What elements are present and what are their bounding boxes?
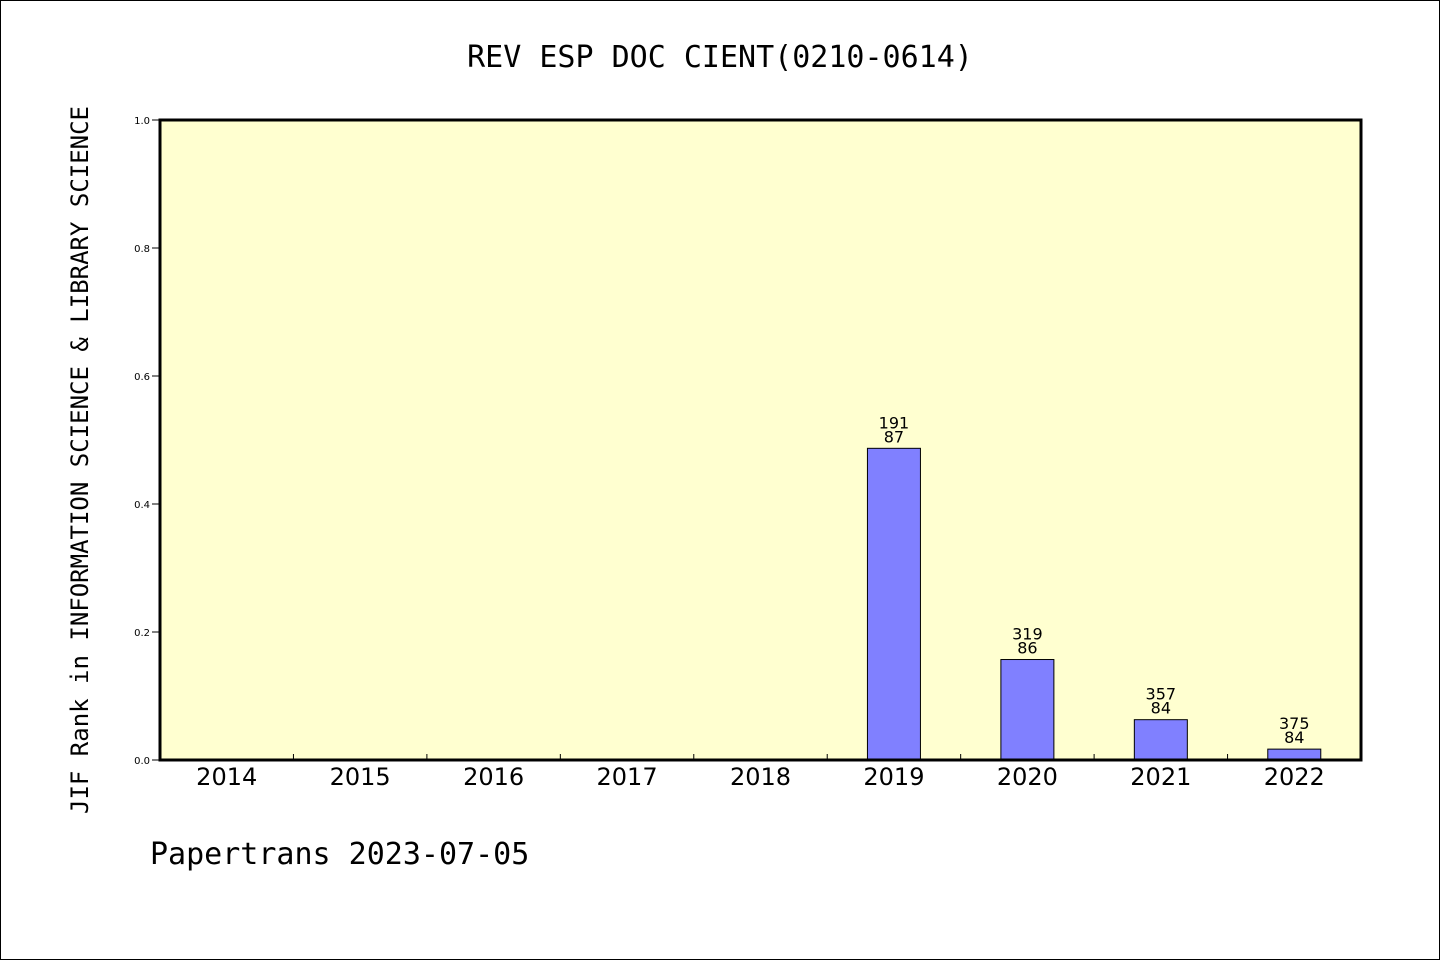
y-tick-label: 0.0 xyxy=(134,756,150,767)
x-tick-label: 2018 xyxy=(730,763,791,791)
plot-border xyxy=(158,118,1363,762)
bar-data-label: 86 xyxy=(1017,639,1037,658)
footer-stamp: Papertrans 2023-07-05 xyxy=(150,837,529,872)
bar-2019 xyxy=(866,447,921,761)
y-tick-label: 0.6 xyxy=(134,372,150,383)
x-tick-label: 2020 xyxy=(997,763,1058,791)
y-tick-label: 0.2 xyxy=(134,628,150,639)
x-tick-label: 2016 xyxy=(463,763,524,791)
bar-data-label: 87 xyxy=(884,427,904,446)
bar-2020 xyxy=(1000,659,1055,761)
x-tick-label: 2017 xyxy=(597,763,658,791)
bar-2021 xyxy=(1133,719,1188,761)
y-axis-label: JIF Rank in INFORMATION SCIENCE & LIBRAR… xyxy=(66,106,94,814)
x-tick-label: 2022 xyxy=(1264,763,1325,791)
plot-area xyxy=(160,120,1361,760)
x-tick-label: 2015 xyxy=(330,763,391,791)
bar-2022 xyxy=(1267,748,1322,761)
bar-data-label: 357 xyxy=(1146,685,1177,704)
y-tick-label: 1.0 xyxy=(134,116,150,127)
ticks-layer: 0.0 0.2 0.4 0.6 0.8 1.0 2014 2015 2016 2017 2018 20… xyxy=(134,116,1325,791)
y-tick-label: 0.4 xyxy=(134,500,150,511)
bar-data-label: 375 xyxy=(1279,714,1310,733)
x-tick-label: 2019 xyxy=(863,763,924,791)
chart-title: REV ESP DOC CIENT(0210-0614) xyxy=(467,40,973,75)
x-tick-label: 2014 xyxy=(196,763,257,791)
bar-data-label: 191 xyxy=(879,413,910,432)
bar-data-label: 84 xyxy=(1284,728,1304,747)
y-tick-label: 0.8 xyxy=(134,244,150,255)
bar-data-label: 319 xyxy=(1012,625,1043,644)
x-tick-label: 2021 xyxy=(1130,763,1191,791)
bar-data-label: 84 xyxy=(1151,699,1171,718)
